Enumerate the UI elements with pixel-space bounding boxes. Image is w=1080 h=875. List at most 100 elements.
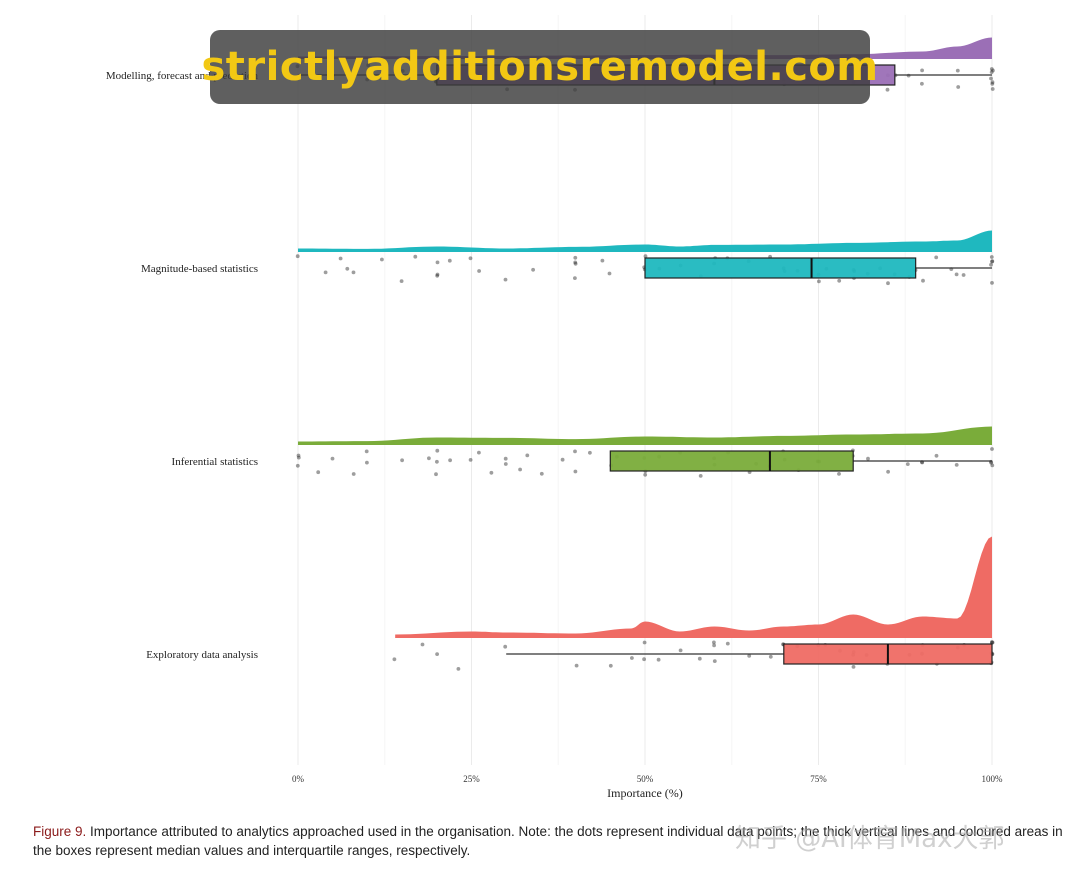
data-point [447,258,452,263]
data-point [531,267,535,272]
data-point [697,656,702,661]
data-point [768,654,773,659]
category-label: Magnitude-based statistics [141,263,258,275]
data-point [573,276,577,280]
data-point [956,85,961,89]
data-point [573,255,578,260]
data-point [885,87,890,92]
data-point [990,281,994,285]
data-point [989,70,994,74]
data-point [456,667,461,671]
data-point [468,256,473,261]
data-point [712,640,716,645]
data-point [489,470,494,475]
x-tick-label: 100% [982,774,1004,784]
data-point [989,76,993,81]
data-point [712,643,716,648]
data-point [698,474,703,478]
category-label: Exploratory data analysis [146,649,258,661]
data-point [573,469,578,474]
data-point [990,259,994,264]
data-point [477,269,481,273]
data-point [434,472,438,477]
data-point [364,449,369,454]
data-point [990,447,994,451]
data-point [954,463,959,467]
data-point [351,270,356,275]
iqr-box [644,257,917,279]
data-point [539,471,544,476]
data-point [989,67,994,71]
data-point [338,256,343,261]
data-point [866,456,870,461]
data-point [712,659,717,663]
data-point [323,270,328,275]
x-tick-label: 25% [463,774,480,784]
data-point [990,80,995,85]
density-cloud [298,426,992,445]
data-point [435,448,440,453]
data-point [747,654,752,658]
data-point [503,462,508,466]
data-point [503,277,508,282]
category-labels: Modelling, forecast and predictionMagnit… [106,70,259,661]
watermark-text: strictlyadditionsremodel.com [201,44,879,90]
data-point [920,68,924,73]
data-point [600,258,605,263]
data-point [468,458,473,462]
x-tick-label: 75% [810,774,827,784]
data-point [837,472,841,476]
data-point [435,459,439,464]
category-label: Inferential statistics [172,456,258,468]
data-point [296,455,301,460]
data-point [448,458,452,463]
data-point [886,281,890,286]
data-point [435,652,439,656]
x-tick-label: 50% [637,774,654,784]
data-point [934,453,939,458]
data-point [420,642,425,647]
data-point [503,644,508,649]
data-point [989,262,993,267]
data-point [920,81,924,86]
grid-lines [297,15,993,765]
data-point [990,82,995,86]
corner-watermark: 知乎 @AI体育Max大郭 [735,824,1005,854]
data-point [351,472,356,476]
data-point [955,68,960,73]
data-point [477,450,481,455]
data-point [560,457,565,462]
data-point [643,472,648,477]
data-point [330,456,335,461]
data-point [503,456,508,461]
data-point [921,278,925,283]
density-cloud [395,536,992,638]
x-axis-title: Importance (%) [607,786,683,800]
data-point [574,663,579,668]
data-point [573,260,578,265]
data-point [851,665,856,669]
data-point [934,255,939,260]
figure-caption: Figure 9. Importance attributed to analy… [33,822,1068,860]
data-point [990,87,995,91]
data-point [392,657,397,662]
data-point [989,460,994,465]
data-point [413,254,418,259]
data-point [990,640,994,644]
data-point [316,470,321,475]
data-point [817,279,821,284]
data-point [525,453,530,458]
data-point [365,460,369,465]
figure-label: Figure 9. [33,824,87,839]
data-point [435,272,440,277]
data-point [435,273,440,278]
data-point [573,449,577,454]
x-tick-label: 0% [292,774,305,784]
data-point [961,273,966,277]
data-point [991,68,995,73]
data-point [905,462,910,466]
data-point [295,254,300,259]
data-point [990,463,995,468]
data-point [518,467,522,472]
data-point [642,657,646,662]
